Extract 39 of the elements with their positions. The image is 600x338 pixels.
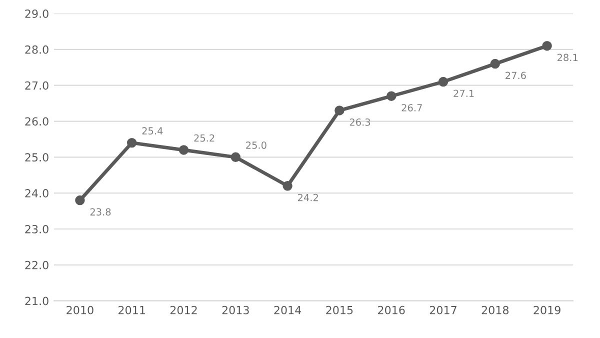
data-label: 27.1	[454, 90, 474, 97]
point	[334, 106, 344, 116]
x-tick-label: 2018	[482, 306, 509, 314]
x-tick-label: 2016	[378, 306, 405, 314]
y-tick-label: 25.0	[25, 153, 48, 162]
y-tick-label: 28.0	[25, 45, 48, 54]
point	[386, 91, 396, 101]
data-label: 25.0	[246, 142, 266, 149]
y-tick-label: 26.0	[25, 117, 48, 126]
y-tick-label: 22.0	[25, 260, 48, 270]
x-tick-label: 2011	[118, 306, 145, 314]
point	[542, 40, 552, 51]
data-label: 27.6	[506, 72, 526, 80]
point	[230, 152, 241, 162]
y-tick-label: 29.0	[25, 9, 48, 18]
x-tick-label: 2013	[222, 306, 249, 314]
point	[490, 58, 500, 69]
x-tick-label: 2010	[66, 306, 94, 314]
data-label: 24.2	[298, 194, 318, 202]
point	[438, 76, 448, 87]
x-tick-label: 2015	[326, 306, 353, 314]
data-label: 26.7	[402, 104, 422, 112]
point	[178, 145, 189, 155]
point	[126, 138, 137, 148]
point	[282, 181, 292, 191]
data-label: 26.3	[350, 118, 370, 126]
data-label: 25.4	[142, 127, 163, 135]
y-tick-label: 21.0	[25, 296, 48, 306]
x-tick-label: 2017	[430, 306, 456, 314]
data-label: 23.8	[90, 208, 111, 216]
y-tick-label: 27.0	[25, 81, 48, 90]
x-tick-label: 2014	[274, 306, 302, 314]
x-tick-label: 2019	[534, 306, 560, 314]
point	[75, 195, 85, 206]
data-label: 28.1	[557, 54, 578, 62]
x-tick-label: 2012	[170, 306, 197, 314]
data-label: 25.2	[194, 134, 214, 142]
y-tick-label: 23.0	[25, 224, 48, 234]
y-tick-label: 24.0	[25, 189, 48, 198]
